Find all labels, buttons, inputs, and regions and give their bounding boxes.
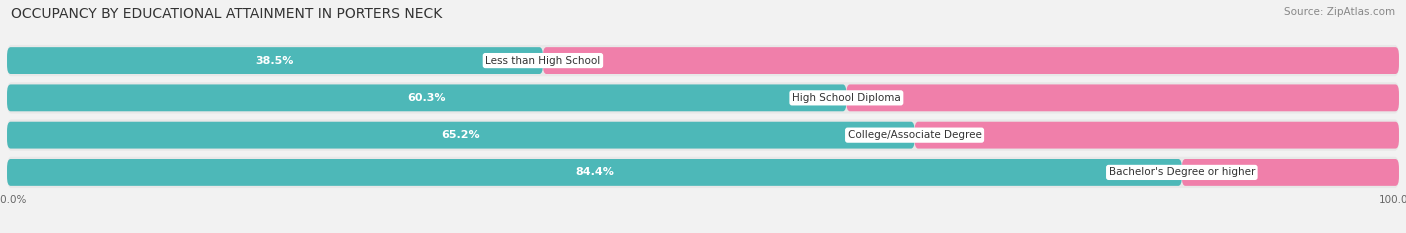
FancyBboxPatch shape (543, 47, 1399, 74)
Text: High School Diploma: High School Diploma (792, 93, 901, 103)
FancyBboxPatch shape (7, 157, 1399, 188)
Text: 38.5%: 38.5% (256, 56, 294, 65)
FancyBboxPatch shape (7, 84, 846, 111)
Text: 84.4%: 84.4% (575, 168, 614, 177)
FancyBboxPatch shape (7, 82, 1399, 113)
Text: Source: ZipAtlas.com: Source: ZipAtlas.com (1284, 7, 1395, 17)
FancyBboxPatch shape (7, 47, 543, 74)
FancyBboxPatch shape (1182, 159, 1399, 186)
Text: College/Associate Degree: College/Associate Degree (848, 130, 981, 140)
FancyBboxPatch shape (7, 159, 1182, 186)
Text: Bachelor's Degree or higher: Bachelor's Degree or higher (1109, 168, 1256, 177)
FancyBboxPatch shape (914, 122, 1399, 149)
Text: 60.3%: 60.3% (408, 93, 446, 103)
FancyBboxPatch shape (7, 45, 1399, 76)
FancyBboxPatch shape (7, 120, 1399, 151)
Text: OCCUPANCY BY EDUCATIONAL ATTAINMENT IN PORTERS NECK: OCCUPANCY BY EDUCATIONAL ATTAINMENT IN P… (11, 7, 443, 21)
FancyBboxPatch shape (7, 122, 914, 149)
FancyBboxPatch shape (846, 84, 1399, 111)
Text: 65.2%: 65.2% (441, 130, 479, 140)
Text: Less than High School: Less than High School (485, 56, 600, 65)
